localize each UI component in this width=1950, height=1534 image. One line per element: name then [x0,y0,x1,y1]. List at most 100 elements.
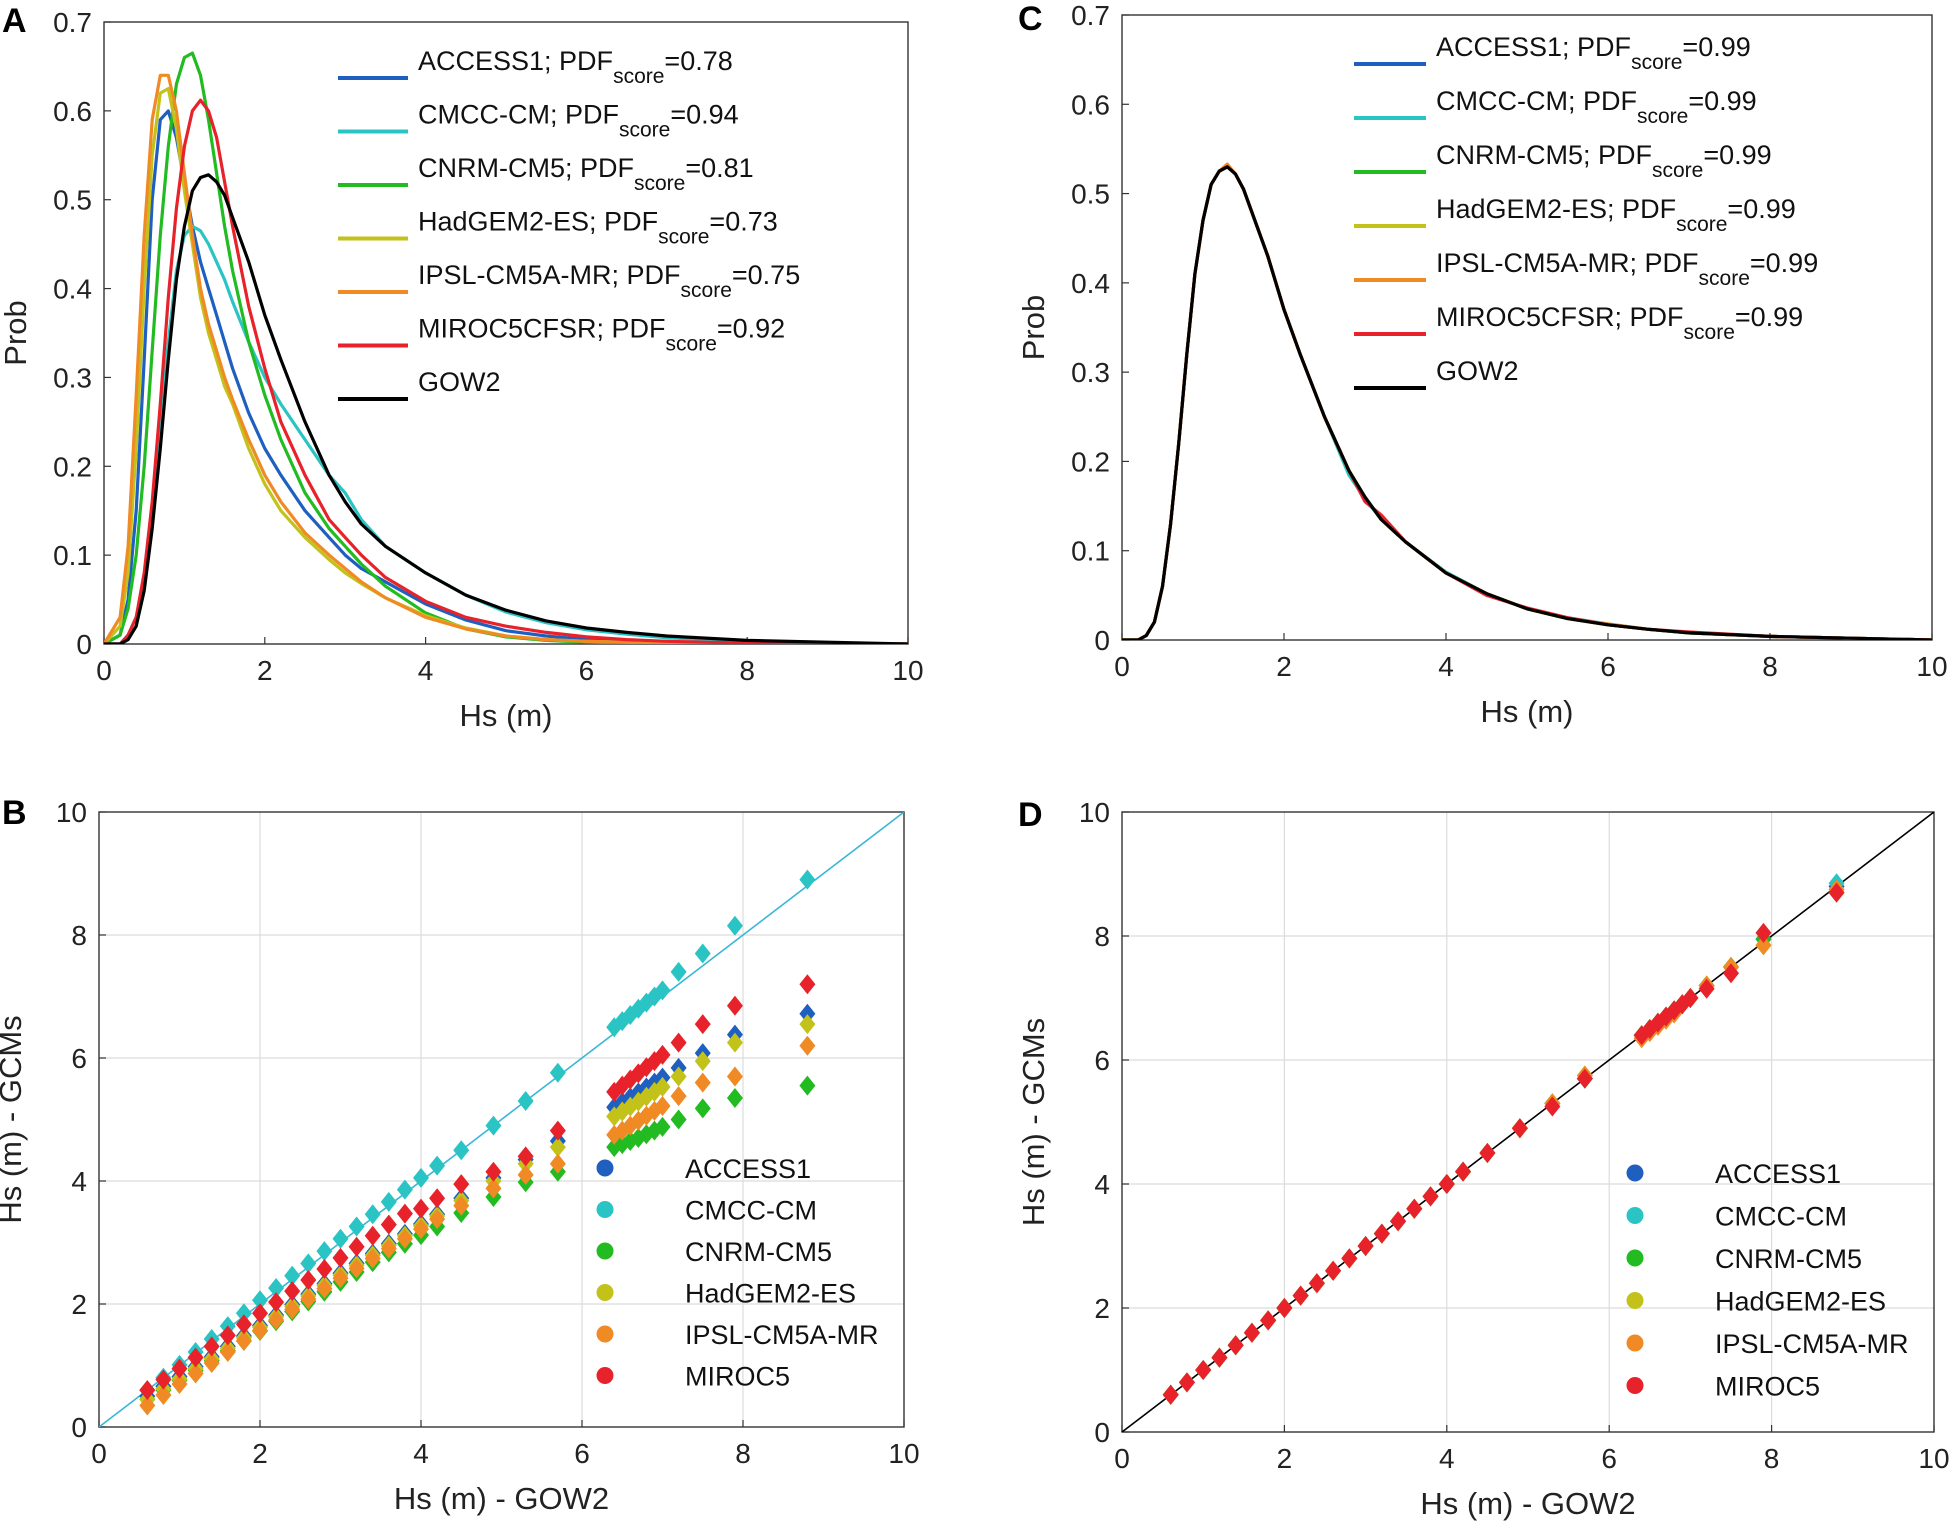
legend-label-name: GOW2 [1436,356,1519,386]
data-point-ipsl-cm5a-mr [235,1330,252,1351]
legend-label-name: IPSL-CM5A-MR; PDF [418,260,681,290]
data-point-miroc5 [171,1358,188,1379]
data-point-miroc5 [1260,1310,1277,1331]
legend-label: ACCESS1; PDFscore=0.99 [1436,32,1751,74]
plot-frame [98,811,905,1428]
data-point-ipsl-cm5a-mr [300,1289,317,1310]
data-point-cmcc-cm [396,1179,413,1200]
data-point-cnrm-cm5 [654,1116,671,1137]
legend: ACCESS1 CMCC-CM CNRM-CM5 HadGEM2-ES IPSL-CM5… [1626,1159,1909,1402]
y-tick-label: 4 [1094,1169,1110,1200]
y-axis-label: Hs (m) - GCMs [1016,1018,1051,1226]
data-point-cmcc-cm [429,1155,446,1176]
series-line-gow2 [104,173,908,644]
data-point-miroc5 [139,1380,156,1401]
legend-label: CNRM-CM5 [1715,1244,1862,1274]
legend-item-hadgem2-es: HadGEM2-ES [596,1279,856,1309]
x-tick-label: 8 [735,1438,751,1469]
data-point-miroc5 [429,1188,446,1209]
data-point-cnrm-cm5 [726,1087,743,1108]
data-point-miroc5 [1828,882,1845,903]
data-point-miroc5 [1211,1347,1228,1368]
reference-line-1to1 [1122,812,1934,1432]
x-tick-label: 2 [1277,1443,1293,1474]
legend-label: CNRM-CM5 [685,1237,832,1267]
data-point-miroc5 [517,1146,534,1167]
data-point-cnrm-cm5 [694,1098,711,1119]
legend-item-hadgem2-es: HadGEM2-ES [1626,1287,1886,1317]
legend-marker [1626,1334,1644,1352]
x-tick-label: 8 [1764,1443,1780,1474]
data-point-miroc5 [396,1203,413,1224]
y-tick-label: 0 [71,1412,87,1443]
x-axis-label: Hs (m) - GOW2 [394,1481,609,1516]
legend-marker [596,1367,614,1384]
data-point-miroc5 [1390,1211,1407,1232]
legend-label: IPSL-CM5A-MR [1715,1329,1909,1359]
data-point-cmcc-cm [453,1140,470,1161]
x-axis-label: Hs (m) [1481,694,1574,729]
panel-a: A 0 2 4 6 8 10 0 0.1 0.2 0.3 0.4 0.5 0.6 0.7 Hs (m) Prob… [0,2,924,733]
y-tick-label: 0.4 [53,274,92,305]
series-miroc5 [1162,882,1845,1405]
data-point-ipsl-cm5a-mr [380,1238,397,1259]
x-tick-label: 4 [413,1438,429,1469]
y-tick-label: 10 [56,797,87,828]
legend-label-score: =0.75 [732,260,800,290]
legend-label-name: CMCC-CM; PDF [1436,86,1637,116]
legend-label: HadGEM2-ES; PDFscore=0.99 [1436,194,1796,236]
legend-label-score: =0.81 [685,153,753,183]
legend-label: ACCESS1 [685,1154,811,1184]
data-point-miroc5 [1723,963,1739,984]
data-point-access1 [799,1003,816,1024]
data-point-hadgem2-es [726,1032,743,1053]
y-tick-label: 0.5 [1071,179,1110,210]
data-point-miroc5 [1357,1236,1374,1256]
legend-marker [596,1159,614,1177]
x-tick-label: 10 [1918,1443,1949,1474]
plot-area [1122,812,1934,1432]
data-point-miroc5 [1195,1360,1212,1380]
legend-item-miroc5cfsr: MIROC5CFSR; PDFscore=0.99 [1354,302,1803,344]
data-point-miroc5 [799,974,816,995]
legend-label: MIROC5 [1715,1372,1820,1402]
legend-label: CNRM-CM5; PDFscore=0.99 [1436,140,1772,182]
data-point-miroc5 [380,1214,397,1235]
data-point-ipsl-cm5a-mr [171,1373,188,1394]
data-point-miroc5 [549,1120,566,1141]
y-tick-label: 2 [71,1289,87,1320]
legend-label: MIROC5CFSR; PDFscore=0.99 [1436,302,1803,344]
data-point-cmcc-cm [654,980,671,1001]
legend-label-subscript: score [681,279,732,302]
legend-label-name: CMCC-CM; PDF [418,100,619,130]
data-point-ipsl-cm5a-mr [429,1209,446,1230]
data-point-ipsl-cm5a-mr [517,1164,534,1185]
legend-label: GOW2 [418,367,501,397]
data-point-cmcc-cm [316,1241,333,1262]
x-tick-label: 2 [252,1438,268,1469]
plot-frame [103,21,909,645]
data-point-hadgem2-es [670,1066,687,1087]
x-tick-label: 2 [257,655,273,686]
data-point-ipsl-cm5a-mr [139,1395,156,1416]
data-point-miroc5 [1422,1186,1439,1207]
legend-item-hadgem2-es: HadGEM2-ES; PDFscore=0.99 [1354,194,1796,236]
y-tick-label: 0.3 [1071,357,1110,388]
series-line-cmcc-cm [1122,165,1932,640]
data-point-ipsl-cm5a-mr [187,1363,204,1384]
data-point-ipsl-cm5a-mr [670,1086,687,1107]
data-point-miroc5 [235,1314,252,1335]
data-point-miroc5 [654,1044,671,1065]
legend-label: CMCC-CM [685,1196,817,1226]
legend-item-ipsl-cm5a-mr: IPSL-CM5A-MR; PDFscore=0.99 [1354,248,1818,290]
legend-label: IPSL-CM5A-MR; PDFscore=0.75 [418,260,800,302]
x-tick-label: 0 [91,1438,107,1469]
data-point-miroc5 [155,1369,172,1390]
data-point-cmcc-cm [670,961,687,982]
data-point-miroc5 [348,1236,365,1257]
x-tick-label: 6 [1601,1443,1617,1474]
legend-label: HadGEM2-ES; PDFscore=0.73 [418,207,778,249]
y-axis-label: Prob [0,300,33,365]
